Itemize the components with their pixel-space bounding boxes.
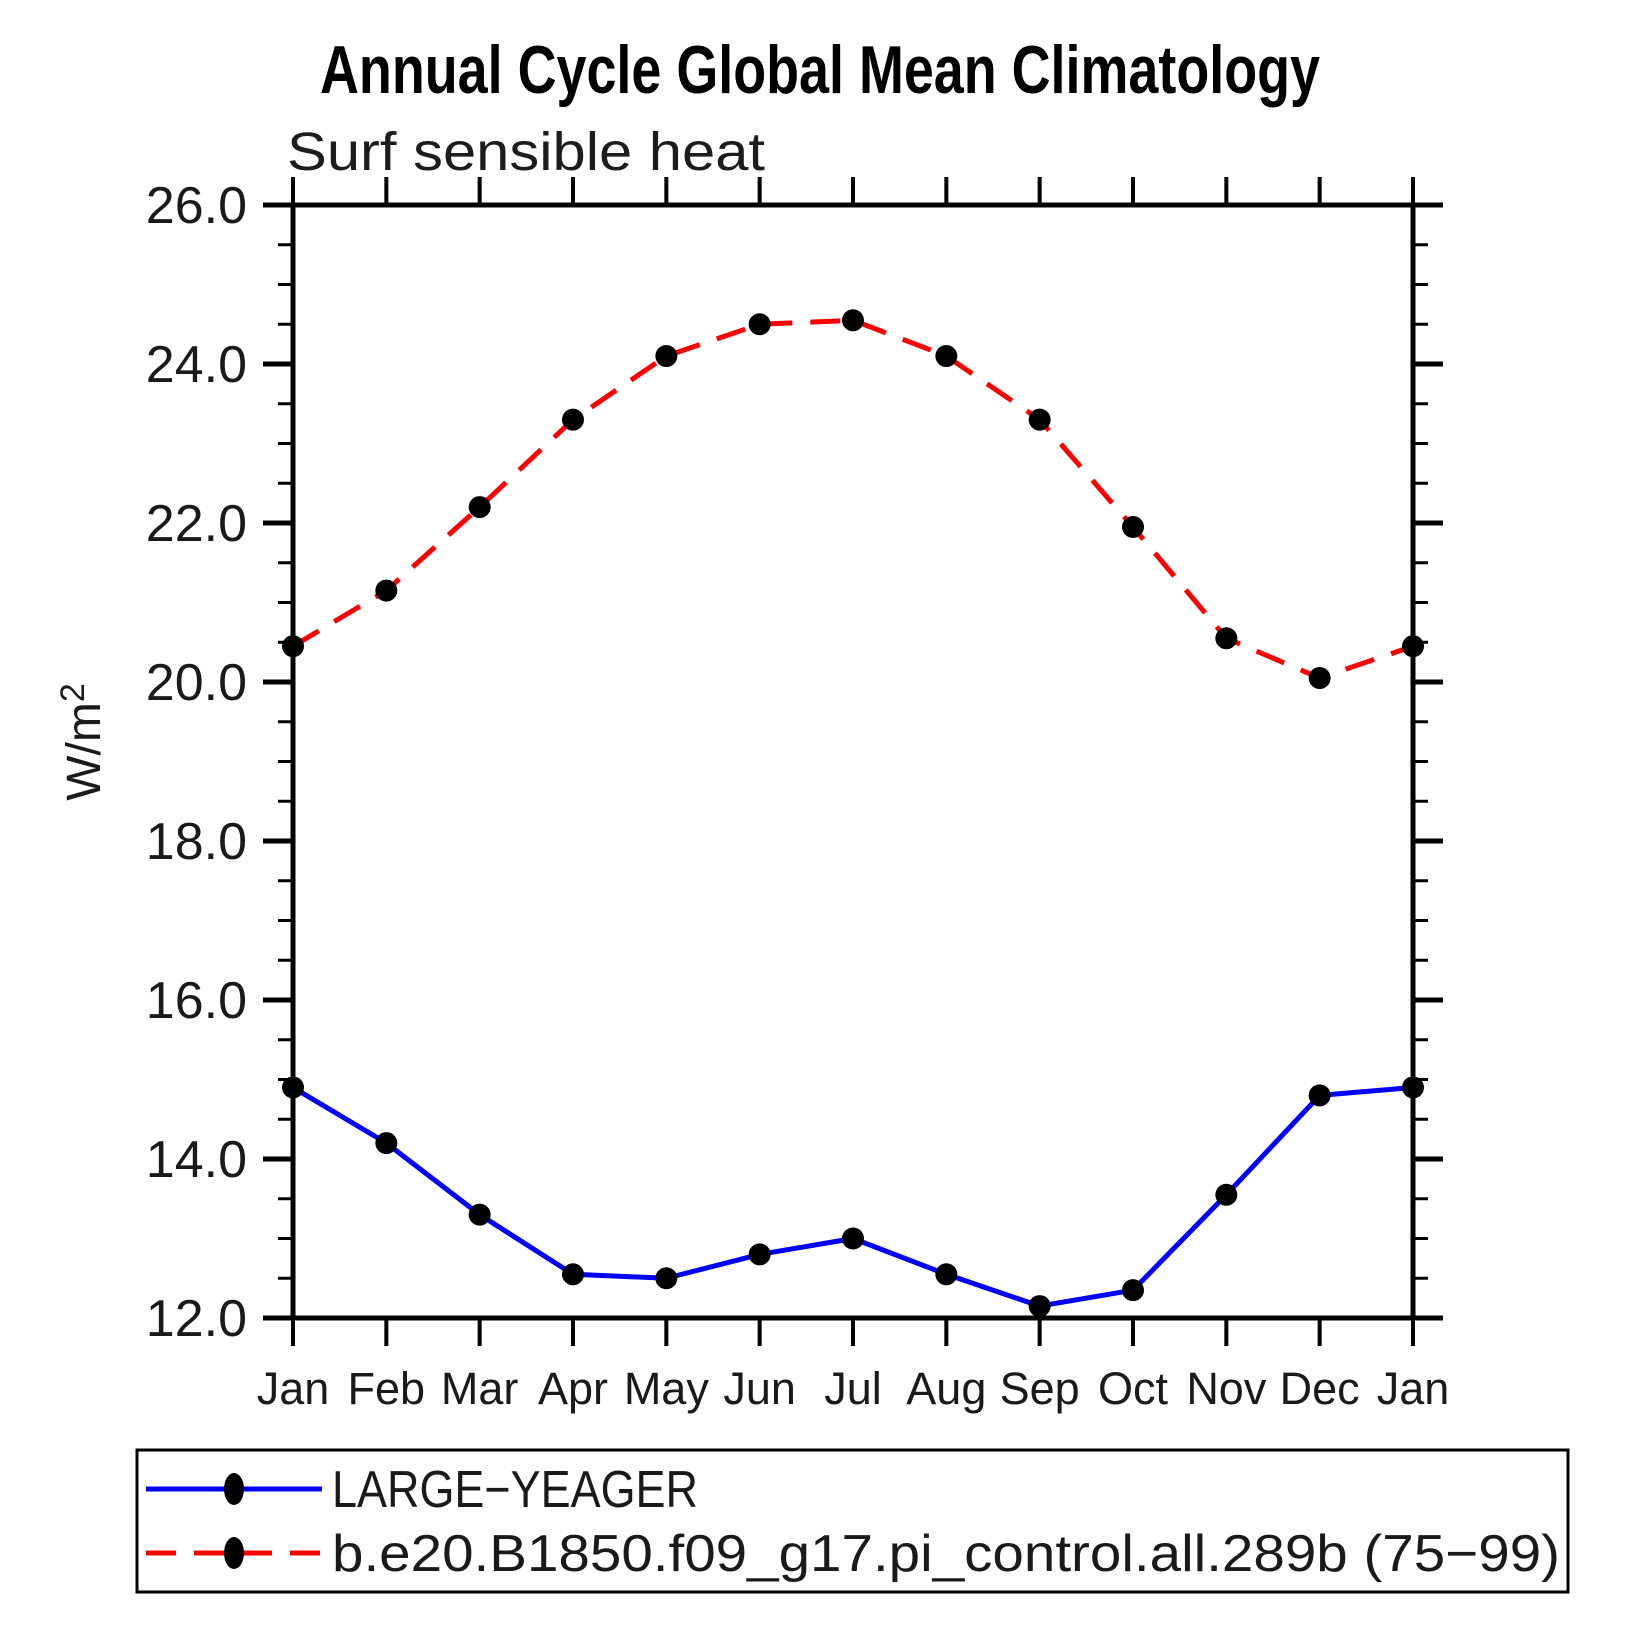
data-point-marker	[935, 1263, 958, 1286]
y-tick-label: 22.0	[146, 495, 247, 553]
x-tick-label: Jul	[824, 1363, 882, 1414]
series-line-1	[291, 317, 1414, 681]
data-point-marker	[1215, 1183, 1238, 1206]
data-point-marker	[655, 345, 678, 368]
data-point-marker	[562, 1263, 584, 1286]
x-tick-label: Apr	[538, 1363, 608, 1414]
data-point-marker	[748, 313, 771, 336]
data-point-marker	[562, 408, 584, 431]
legend-box	[135, 1448, 1570, 1594]
legend-item-large-yeager: LARGE−YEAGER	[146, 1461, 698, 1519]
data-point-marker	[1122, 1279, 1144, 1302]
y-tick-label: 20.0	[146, 654, 247, 712]
y-tick-label: 16.0	[146, 972, 247, 1030]
x-tick-label: Dec	[1280, 1363, 1360, 1414]
series-plot	[282, 309, 1424, 1318]
series-line-0	[291, 1084, 1414, 1309]
data-point-marker	[842, 1227, 864, 1250]
y-tick-label: 26.0	[146, 177, 247, 235]
x-tick-label: Nov	[1186, 1363, 1267, 1414]
data-point-marker	[1028, 1295, 1051, 1318]
data-point-marker	[655, 1267, 678, 1290]
chart-title: Annual Cycle Global Mean Climatology	[320, 32, 1320, 108]
x-tick-label: Jan	[1377, 1363, 1450, 1414]
data-point-marker	[282, 635, 304, 658]
y-tick-label: 24.0	[146, 336, 247, 394]
legend-label-pi-control: b.e20.B1850.f09_g17.pi_control.all.289b …	[332, 1525, 1560, 1583]
data-point-marker	[468, 496, 491, 519]
legend-label-large-yeager: LARGE−YEAGER	[332, 1461, 698, 1519]
y-axis-label: W/m2	[54, 683, 111, 801]
y-tick-label: 18.0	[146, 813, 247, 871]
data-point-marker	[468, 1203, 491, 1226]
data-point-marker	[1028, 408, 1051, 431]
data-point-marker	[1402, 635, 1424, 658]
x-tick-label: Aug	[906, 1363, 986, 1414]
data-point-marker	[1308, 1084, 1331, 1107]
y-axis-unit-exponent: 2	[54, 683, 92, 702]
x-tick-label: Feb	[348, 1363, 426, 1414]
data-point-marker	[1122, 515, 1144, 538]
data-point-marker	[748, 1243, 771, 1266]
legend-marker-dot	[224, 1473, 244, 1505]
chart-subtitle: Surf sensible heat	[287, 122, 765, 182]
axes: Jan Feb Mar Apr May Jun Jul Aug Sep Oct Nov Dec Jan1…	[146, 177, 1450, 1414]
x-tick-label: Mar	[441, 1363, 519, 1414]
data-point-marker	[282, 1076, 304, 1099]
x-tick-label: Oct	[1098, 1363, 1169, 1414]
y-axis-unit-base: W/m	[58, 702, 111, 801]
data-point-marker	[1402, 1076, 1424, 1099]
x-tick-label: May	[624, 1363, 710, 1414]
y-tick-label: 12.0	[146, 1290, 247, 1348]
legend-item-pi-control: b.e20.B1850.f09_g17.pi_control.all.289b …	[146, 1525, 1560, 1583]
x-tick-label: Jan	[257, 1363, 330, 1414]
x-tick-label: Sep	[1000, 1363, 1080, 1414]
x-tick-label: Jun	[723, 1363, 796, 1414]
legend: LARGE−YEAGER b.e20.B1850.f09_g17.pi_cont…	[135, 1448, 1570, 1594]
data-point-marker	[935, 345, 958, 368]
legend-marker-dot	[224, 1537, 244, 1569]
data-point-marker	[375, 1132, 398, 1155]
data-point-marker	[375, 579, 398, 602]
data-point-marker	[1308, 667, 1331, 690]
y-tick-label: 14.0	[146, 1131, 247, 1189]
data-point-marker	[1215, 627, 1238, 650]
data-point-marker	[842, 309, 864, 332]
